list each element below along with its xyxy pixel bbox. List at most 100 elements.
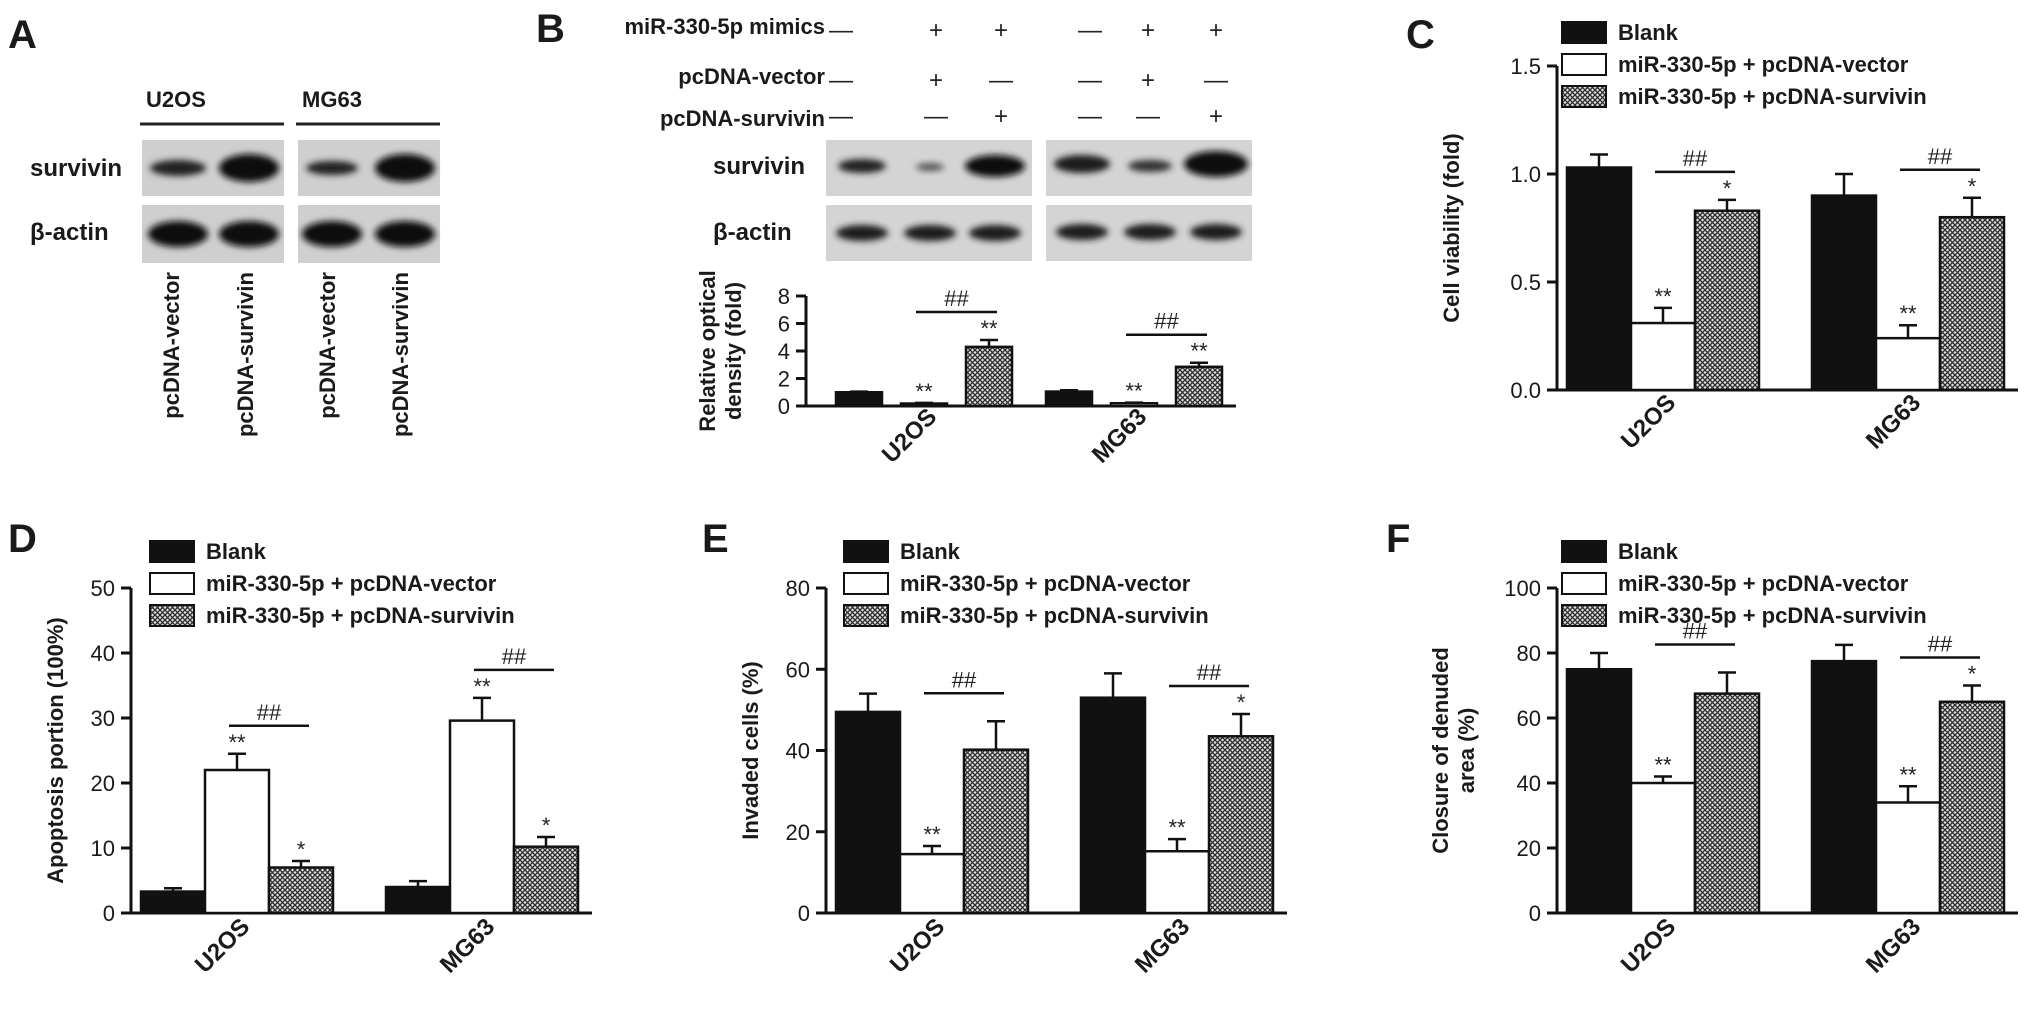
treatment-row-label: pcDNA-survivin: [660, 106, 825, 131]
legend-entry-blank: Blank: [1561, 539, 1679, 564]
bar: [1693, 692, 1761, 915]
blot-strip: [298, 205, 440, 263]
legend-label: Blank: [900, 539, 961, 564]
comparison-label: ##: [1154, 309, 1179, 334]
comparison-label: ##: [1928, 632, 1953, 657]
legend-panel-d: Blank miR-330-5p + pcDNA-vector miR-330-…: [149, 539, 515, 628]
treatment-sign: +: [929, 17, 943, 44]
treatment-row-label: pcDNA-vector: [678, 64, 825, 89]
significance-label: *: [1723, 176, 1732, 201]
panel-label-e: E: [702, 517, 729, 561]
legend-label: miR-330-5p + pcDNA-survivin: [206, 603, 515, 628]
y-axis-title: Closure of denuded: [1428, 647, 1453, 854]
treatment-sign: +: [1209, 17, 1223, 44]
legend-swatch: [149, 604, 195, 627]
treatment-sign: +: [929, 67, 943, 94]
legend-label: miR-330-5p + pcDNA-vector: [1618, 571, 1909, 596]
treatment-sign: —: [1136, 103, 1160, 130]
significance-label: *: [542, 813, 551, 838]
legend-label: Blank: [206, 539, 267, 564]
y-tick-label: 0.0: [1510, 378, 1541, 403]
y-axis-title: density (fold): [721, 282, 746, 420]
comparison-label: ##: [257, 700, 282, 725]
cell-line-label-u2os: U2OS: [146, 87, 206, 112]
x-category-label: MG63: [1087, 403, 1152, 468]
legend-swatch: [1561, 540, 1607, 563]
cell-line-label-mg63: MG63: [302, 87, 362, 112]
treatment-row-label: miR-330-5p mimics: [624, 14, 825, 39]
panel-a-western-blot: U2OS MG63 survivin β-actin pcDNA-vector …: [30, 87, 440, 437]
legend-swatch: [843, 604, 889, 627]
legend-entry-blank: Blank: [149, 539, 267, 564]
legend-panel-c: Blank miR-330-5p + pcDNA-vector miR-330-…: [1561, 20, 1927, 109]
y-tick-label: 20: [1517, 836, 1541, 861]
significance-label: **: [1899, 301, 1917, 326]
significance-label: *: [297, 837, 306, 862]
legend-label: Blank: [1618, 539, 1679, 564]
treatment-sign: —: [829, 67, 853, 94]
bar: [1109, 402, 1159, 408]
x-category-label: MG63: [435, 913, 500, 978]
lane-label: pcDNA-survivin: [233, 272, 258, 437]
lane-label: pcDNA-vector: [315, 272, 340, 419]
significance-label: *: [1237, 690, 1246, 715]
panel-label-b: B: [536, 7, 565, 51]
bar: [1044, 390, 1094, 408]
bar: [1874, 336, 1942, 392]
legend-entry-vector: miR-330-5p + pcDNA-vector: [149, 571, 497, 596]
blot-strip: [298, 140, 440, 196]
lane-label: pcDNA-vector: [159, 272, 184, 419]
significance-label: **: [228, 730, 246, 755]
legend-label: Blank: [1618, 20, 1679, 45]
y-tick-label: 40: [786, 739, 810, 764]
legend-swatch: [1561, 21, 1607, 44]
bar: [1079, 696, 1147, 915]
blot-strip: [142, 140, 284, 196]
x-category-label: MG63: [1130, 913, 1195, 978]
significance-label: **: [980, 316, 998, 341]
legend-label: miR-330-5p + pcDNA-survivin: [900, 603, 1209, 628]
comparison-label: ##: [1683, 619, 1708, 644]
y-axis-title: Cell viability (fold): [1439, 133, 1464, 322]
panel-label-d: D: [8, 517, 37, 561]
y-tick-label: 60: [786, 657, 810, 682]
significance-label: **: [473, 674, 491, 699]
y-tick-label: 10: [91, 836, 115, 861]
x-category-label: U2OS: [1616, 913, 1681, 978]
blot-row-label-survivin: survivin: [713, 153, 805, 180]
comparison-label: ##: [1928, 144, 1953, 169]
bar: [1565, 166, 1633, 392]
legend-swatch: [1561, 604, 1607, 627]
treatment-sign: +: [1141, 67, 1155, 94]
significance-label: **: [1168, 815, 1186, 840]
y-tick-label: 30: [91, 706, 115, 731]
y-tick-label: 2: [778, 367, 790, 392]
bar: [1629, 321, 1697, 392]
treatment-sign: —: [924, 103, 948, 130]
bar: [962, 748, 1030, 915]
treatment-sign: +: [1141, 17, 1155, 44]
panel-b-western-blot: miR-330-5p mimics pcDNA-vector pcDNA-sur…: [624, 14, 1252, 261]
legend-swatch: [1561, 572, 1607, 595]
bar: [1810, 194, 1878, 392]
y-tick-label: 20: [786, 820, 810, 845]
significance-label: **: [1190, 339, 1208, 364]
legend-swatch: [1561, 85, 1607, 108]
treatment-sign: —: [829, 17, 853, 44]
y-tick-label: 20: [91, 771, 115, 796]
legend-label: miR-330-5p + pcDNA-survivin: [1618, 84, 1927, 109]
comparison-label: ##: [502, 644, 527, 669]
legend-panel-f: Blank miR-330-5p + pcDNA-vector miR-330-…: [1561, 539, 1927, 628]
blot-strip: [1046, 205, 1252, 261]
significance-label: **: [1654, 753, 1672, 778]
y-tick-label: 80: [786, 576, 810, 601]
legend-entry-vector: miR-330-5p + pcDNA-vector: [843, 571, 1191, 596]
treatment-sign: —: [989, 67, 1013, 94]
treatment-sign: +: [1209, 103, 1223, 130]
bar: [512, 845, 580, 915]
blot-strip: [1046, 140, 1252, 196]
y-tick-label: 60: [1517, 706, 1541, 731]
significance-label: *: [1968, 662, 1977, 687]
